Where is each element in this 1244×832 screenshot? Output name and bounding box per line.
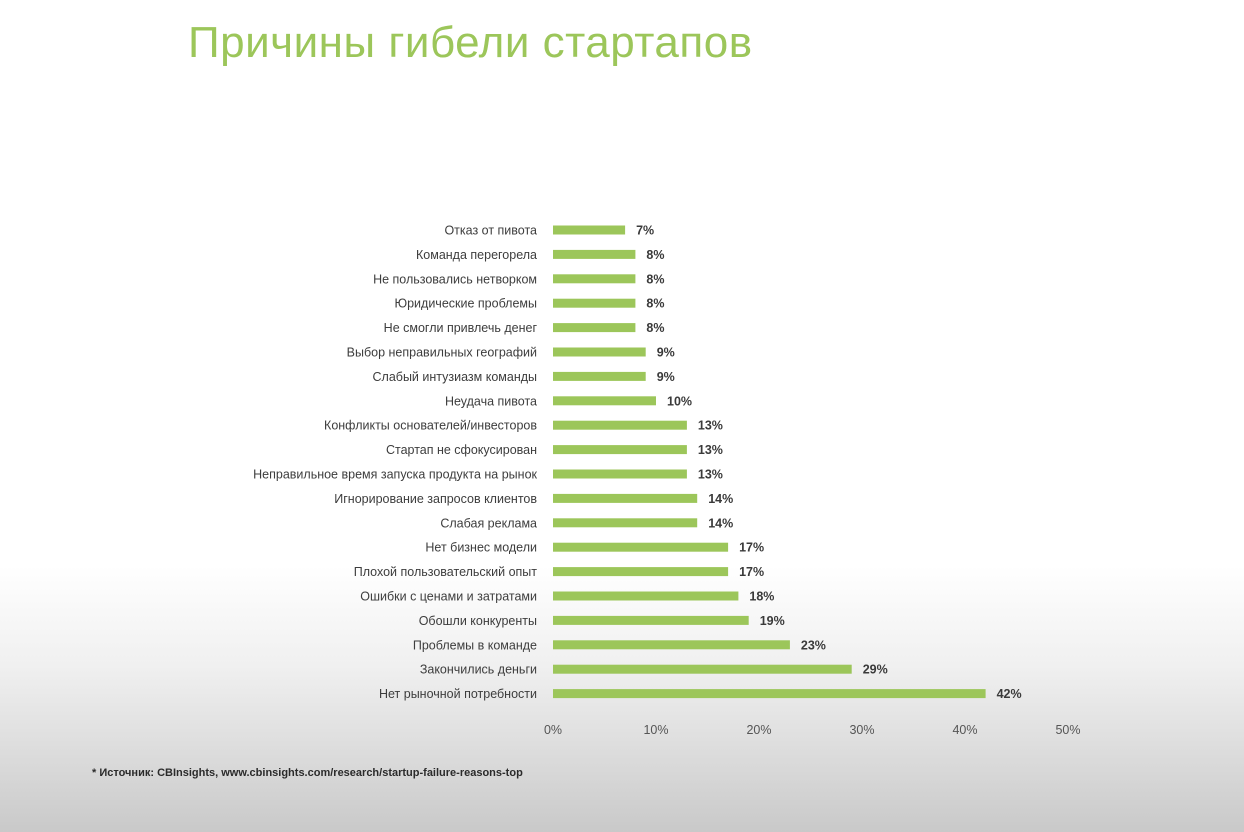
category-label: Слабый интузиазм команды — [373, 370, 537, 384]
category-label: Слабая реклама — [440, 516, 537, 530]
x-axis-ticks-group: 0% 10% 20% 30% 40% 50% — [544, 723, 1081, 737]
data-label: 9% — [657, 346, 675, 360]
data-label: 17% — [739, 565, 764, 579]
bar-chart: Отказ от пивота Команда перегорела Не поль… — [253, 224, 1081, 738]
category-label: Плохой пользовательский опыт — [354, 565, 538, 579]
category-label: Не смогли привлечь денег — [384, 321, 538, 335]
data-label: 42% — [997, 687, 1022, 701]
data-label: 9% — [657, 370, 675, 384]
bar — [553, 225, 626, 235]
bar — [553, 591, 739, 601]
bar — [553, 249, 636, 259]
data-label: 8% — [646, 321, 664, 335]
bar — [553, 347, 646, 357]
bar — [553, 469, 687, 479]
category-label: Конфликты основателей/инвесторов — [324, 419, 537, 433]
data-label: 13% — [698, 468, 723, 482]
data-label: 13% — [698, 419, 723, 433]
x-tick-label: 50% — [1055, 723, 1080, 737]
category-label: Игнорирование запросов клиентов — [334, 492, 537, 506]
category-label: Нет рыночной потребности — [379, 687, 537, 701]
data-label: 19% — [760, 614, 785, 628]
data-label: 7% — [636, 224, 654, 238]
category-label: Стартап не сфокусирован — [386, 443, 537, 457]
data-label: 23% — [801, 638, 826, 652]
category-label: Обошли конкуренты — [419, 614, 537, 628]
category-label: Не пользовались нетворком — [373, 272, 537, 286]
data-label: 8% — [646, 297, 664, 311]
category-label: Отказ от пивота — [444, 224, 537, 238]
bar — [553, 493, 698, 503]
bar — [553, 274, 636, 284]
bar — [553, 640, 790, 650]
category-label: Нет бизнес модели — [425, 541, 537, 555]
bar — [553, 518, 698, 528]
x-tick-label: 20% — [746, 723, 771, 737]
bar — [553, 445, 687, 455]
x-tick-label: 0% — [544, 723, 562, 737]
bars-group — [553, 225, 986, 699]
category-label: Ошибки с ценами и затратами — [360, 590, 537, 604]
data-label: 29% — [863, 663, 888, 677]
data-label: 8% — [646, 248, 664, 262]
x-tick-label: 40% — [952, 723, 977, 737]
x-tick-label: 10% — [643, 723, 668, 737]
bar — [553, 615, 749, 625]
category-label: Неправильное время запуска продукта на р… — [253, 468, 537, 482]
bar — [553, 396, 656, 406]
bar — [553, 420, 687, 430]
category-label: Неудача пивота — [445, 394, 537, 408]
data-label: 17% — [739, 541, 764, 555]
bar — [553, 567, 729, 577]
data-label: 14% — [708, 516, 733, 530]
bar — [553, 542, 729, 552]
category-label: Закончились деньги — [420, 663, 537, 677]
bar — [553, 298, 636, 308]
data-label: 14% — [708, 492, 733, 506]
data-label: 10% — [667, 394, 692, 408]
data-label: 18% — [749, 590, 774, 604]
bar — [553, 323, 636, 333]
data-label: 8% — [646, 272, 664, 286]
value-labels-group: 7% 8% 8% 8% 8% 9% 9% 10% 13% 13% 13% 14% 14% 17% 17% 18… — [636, 224, 1022, 702]
bar — [553, 664, 852, 674]
source-note: * Источник: CBInsights, www.cbinsights.c… — [92, 767, 523, 779]
x-tick-label: 30% — [849, 723, 874, 737]
slide-title: Причины гибели стартапов — [188, 18, 753, 67]
bar — [553, 371, 646, 381]
category-label: Команда перегорела — [416, 248, 537, 262]
category-label: Юридические проблемы — [394, 297, 537, 311]
data-label: 13% — [698, 443, 723, 457]
bar — [553, 689, 986, 699]
category-label: Проблемы в команде — [413, 638, 537, 652]
category-labels-group: Отказ от пивота Команда перегорела Не поль… — [253, 224, 537, 702]
category-label: Выбор неправильных географий — [347, 346, 537, 360]
